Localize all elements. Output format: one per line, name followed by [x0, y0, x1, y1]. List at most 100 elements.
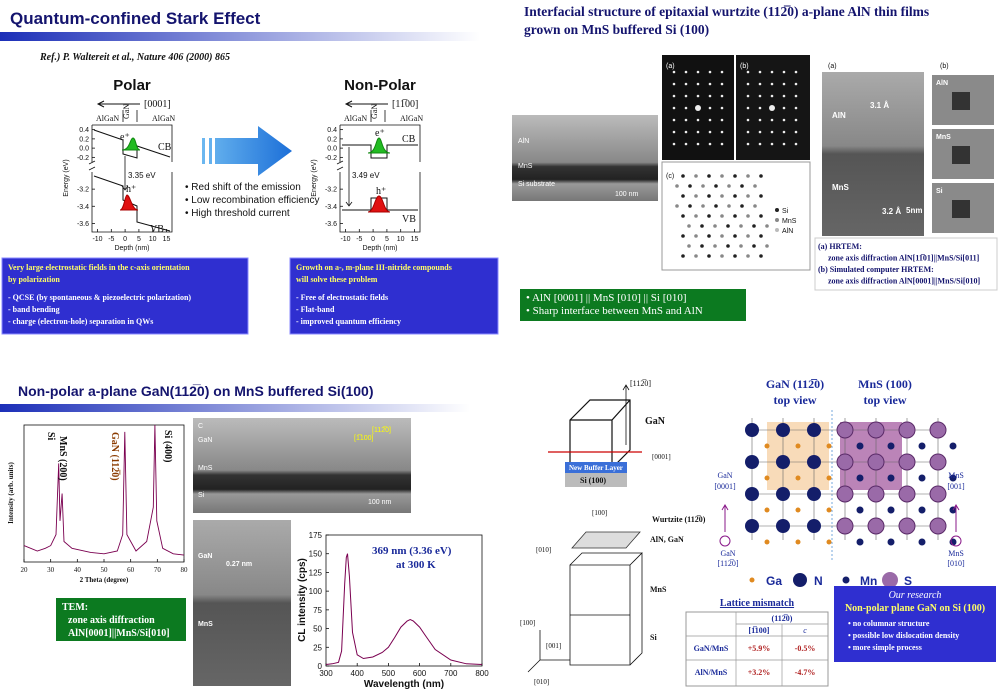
- atom: [867, 421, 885, 439]
- label: AlN: [936, 80, 948, 87]
- spot: [746, 118, 750, 122]
- spot: [739, 244, 743, 248]
- atom: [898, 421, 916, 439]
- label: 0: [123, 236, 127, 243]
- pattern: [661, 161, 811, 271]
- atom: [856, 474, 864, 482]
- atom: [867, 517, 885, 535]
- label: • possible low dislocation density: [848, 631, 959, 640]
- label: at 300 K: [396, 559, 436, 571]
- crystal: [569, 399, 631, 469]
- spot: [684, 130, 688, 134]
- spot: [733, 234, 737, 238]
- atom: [949, 442, 957, 450]
- label: AlN[0001]||MnS/Si[010]: [68, 628, 170, 639]
- spot: [758, 82, 762, 86]
- spot: [688, 184, 692, 188]
- electron-wave: [367, 137, 391, 154]
- spot: [700, 224, 704, 228]
- atom: [836, 421, 854, 439]
- spot: [794, 94, 798, 98]
- label: AlGaN: [96, 114, 119, 123]
- label: Depth (nm): [114, 245, 149, 252]
- atom: [826, 443, 832, 449]
- label: Our research: [889, 590, 942, 601]
- label: will solve these problem: [296, 275, 378, 284]
- atom: [807, 455, 821, 469]
- label: [010]: [947, 559, 965, 568]
- label: h⁺: [126, 184, 136, 195]
- spot: [782, 70, 786, 74]
- label: C: [198, 423, 203, 430]
- atom: [918, 474, 926, 482]
- sim-cell: [952, 146, 970, 164]
- label: -5: [356, 236, 362, 243]
- label: Non-polar a-plane GaN(112̅0) on MnS buff…: [18, 383, 374, 399]
- spot: [681, 194, 685, 198]
- label: 2 Theta (degree): [80, 576, 129, 584]
- label: CB: [402, 134, 416, 145]
- spot: [726, 224, 730, 228]
- label: -0.5%: [795, 644, 816, 653]
- spot: [696, 130, 700, 134]
- label: Wavelength (nm): [364, 679, 444, 690]
- label: -3.4: [325, 204, 337, 211]
- label: Non-polar plane GaN on Si (100): [845, 603, 985, 614]
- spot: [672, 142, 676, 146]
- green-box: [56, 598, 186, 641]
- atom: [795, 539, 801, 545]
- stack: [569, 552, 643, 666]
- spot: [733, 214, 737, 218]
- spot: [681, 174, 685, 178]
- spot: [708, 82, 712, 86]
- label: GaN (112̅0): [109, 432, 120, 481]
- spot: [707, 254, 711, 258]
- spot: [684, 118, 688, 122]
- buffer-layer: [565, 462, 627, 473]
- atom: [918, 506, 926, 514]
- spot: [672, 82, 676, 86]
- label: [1̅100]: [354, 434, 374, 442]
- label: -3.4: [77, 204, 89, 211]
- spot: [733, 194, 737, 198]
- label: Lattice mismatch: [720, 598, 795, 609]
- spot: [759, 234, 763, 238]
- label: -3.6: [77, 221, 89, 228]
- label: Ref.) P. Waltereit et al., Nature 406 (2…: [39, 52, 230, 63]
- plot-frame: [325, 534, 483, 667]
- label: 0.4: [327, 127, 337, 134]
- label: 40: [74, 566, 82, 574]
- label: MnS: [832, 183, 850, 192]
- spot: [746, 234, 750, 238]
- label: New Buffer Layer: [569, 464, 623, 472]
- label: Si (100): [580, 476, 606, 485]
- spot: [765, 224, 769, 228]
- spot: [696, 82, 700, 86]
- spot: [720, 118, 724, 122]
- label: MnS: [948, 549, 964, 558]
- spot: [794, 106, 798, 110]
- label: - improved quantum efficiency: [296, 317, 401, 326]
- label: AlGaN: [400, 114, 423, 123]
- atom: [745, 455, 759, 469]
- spot: [752, 224, 756, 228]
- atom: [929, 517, 947, 535]
- label: top view: [864, 393, 907, 407]
- spot: [769, 105, 775, 111]
- label: Si: [198, 492, 205, 499]
- label: 369 nm (3.36 eV): [372, 545, 452, 557]
- atom: [807, 519, 821, 533]
- table-lines: [686, 612, 828, 686]
- label: Si: [936, 188, 943, 195]
- label: 0.4: [79, 127, 89, 134]
- label: CB: [158, 142, 172, 153]
- label: N: [814, 574, 823, 588]
- spot: [739, 224, 743, 228]
- hrtem: [822, 72, 924, 236]
- label: Si: [650, 633, 657, 642]
- spot: [714, 204, 718, 208]
- spot: [720, 174, 724, 178]
- atom: [918, 442, 926, 450]
- spot: [684, 82, 688, 86]
- spot: [740, 204, 744, 208]
